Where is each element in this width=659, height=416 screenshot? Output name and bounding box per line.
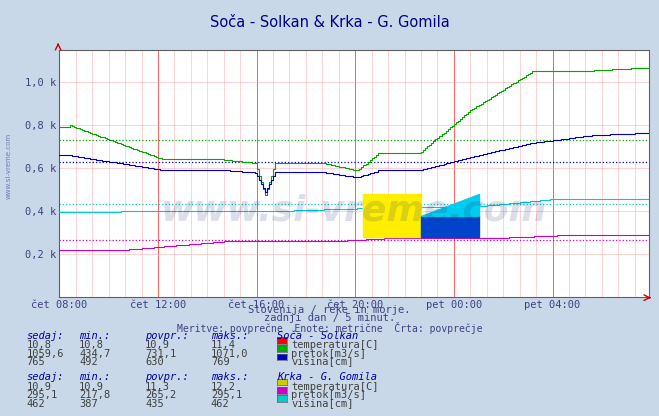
Text: 630: 630 [145, 357, 163, 367]
Text: Soča - Solkan: Soča - Solkan [277, 331, 358, 341]
Text: 10,8: 10,8 [79, 340, 104, 350]
Text: 1071,0: 1071,0 [211, 349, 248, 359]
Text: povpr.:: povpr.: [145, 372, 188, 382]
Text: 434,7: 434,7 [79, 349, 110, 359]
Text: 10,9: 10,9 [145, 340, 170, 350]
Text: www.si-vreme.com: www.si-vreme.com [5, 134, 11, 199]
Text: 387: 387 [79, 399, 98, 409]
Text: 769: 769 [211, 357, 229, 367]
Text: 10,9: 10,9 [79, 382, 104, 392]
Text: 10,8: 10,8 [26, 340, 51, 350]
Text: www.si-vreme.com: www.si-vreme.com [161, 194, 547, 228]
Text: 295,1: 295,1 [211, 390, 242, 400]
Text: 765: 765 [26, 357, 45, 367]
Text: sedaj:: sedaj: [26, 372, 64, 382]
Text: 11,3: 11,3 [145, 382, 170, 392]
Text: 462: 462 [211, 399, 229, 409]
Text: Meritve: povprečne  Enote: metrične  Črta: povprečje: Meritve: povprečne Enote: metrične Črta:… [177, 322, 482, 334]
Text: Slovenija / reke in morje.: Slovenija / reke in morje. [248, 305, 411, 314]
Text: 12,2: 12,2 [211, 382, 236, 392]
Bar [421, 215, 478, 237]
Text: sedaj:: sedaj: [26, 331, 64, 341]
Text: min.:: min.: [79, 331, 110, 341]
Text: 217,8: 217,8 [79, 390, 110, 400]
Text: maks.:: maks.: [211, 331, 248, 341]
Text: 435: 435 [145, 399, 163, 409]
Text: 1059,6: 1059,6 [26, 349, 64, 359]
Text: 265,2: 265,2 [145, 390, 176, 400]
Text: temperatura[C]: temperatura[C] [291, 382, 379, 392]
Text: 492: 492 [79, 357, 98, 367]
Text: 462: 462 [26, 399, 45, 409]
Text: Soča - Solkan & Krka - G. Gomila: Soča - Solkan & Krka - G. Gomila [210, 15, 449, 30]
Polygon shape [421, 194, 478, 215]
Text: 10,9: 10,9 [26, 382, 51, 392]
Text: povpr.:: povpr.: [145, 331, 188, 341]
Bar [364, 194, 421, 237]
Text: 731,1: 731,1 [145, 349, 176, 359]
Text: maks.:: maks.: [211, 372, 248, 382]
Text: temperatura[C]: temperatura[C] [291, 340, 379, 350]
Text: zadnji dan / 5 minut.: zadnji dan / 5 minut. [264, 313, 395, 323]
Text: 11,4: 11,4 [211, 340, 236, 350]
Text: Krka - G. Gomila: Krka - G. Gomila [277, 372, 377, 382]
Text: višina[cm]: višina[cm] [291, 357, 354, 367]
Text: min.:: min.: [79, 372, 110, 382]
Text: 295,1: 295,1 [26, 390, 57, 400]
Text: višina[cm]: višina[cm] [291, 399, 354, 409]
Text: pretok[m3/s]: pretok[m3/s] [291, 390, 366, 400]
Text: pretok[m3/s]: pretok[m3/s] [291, 349, 366, 359]
